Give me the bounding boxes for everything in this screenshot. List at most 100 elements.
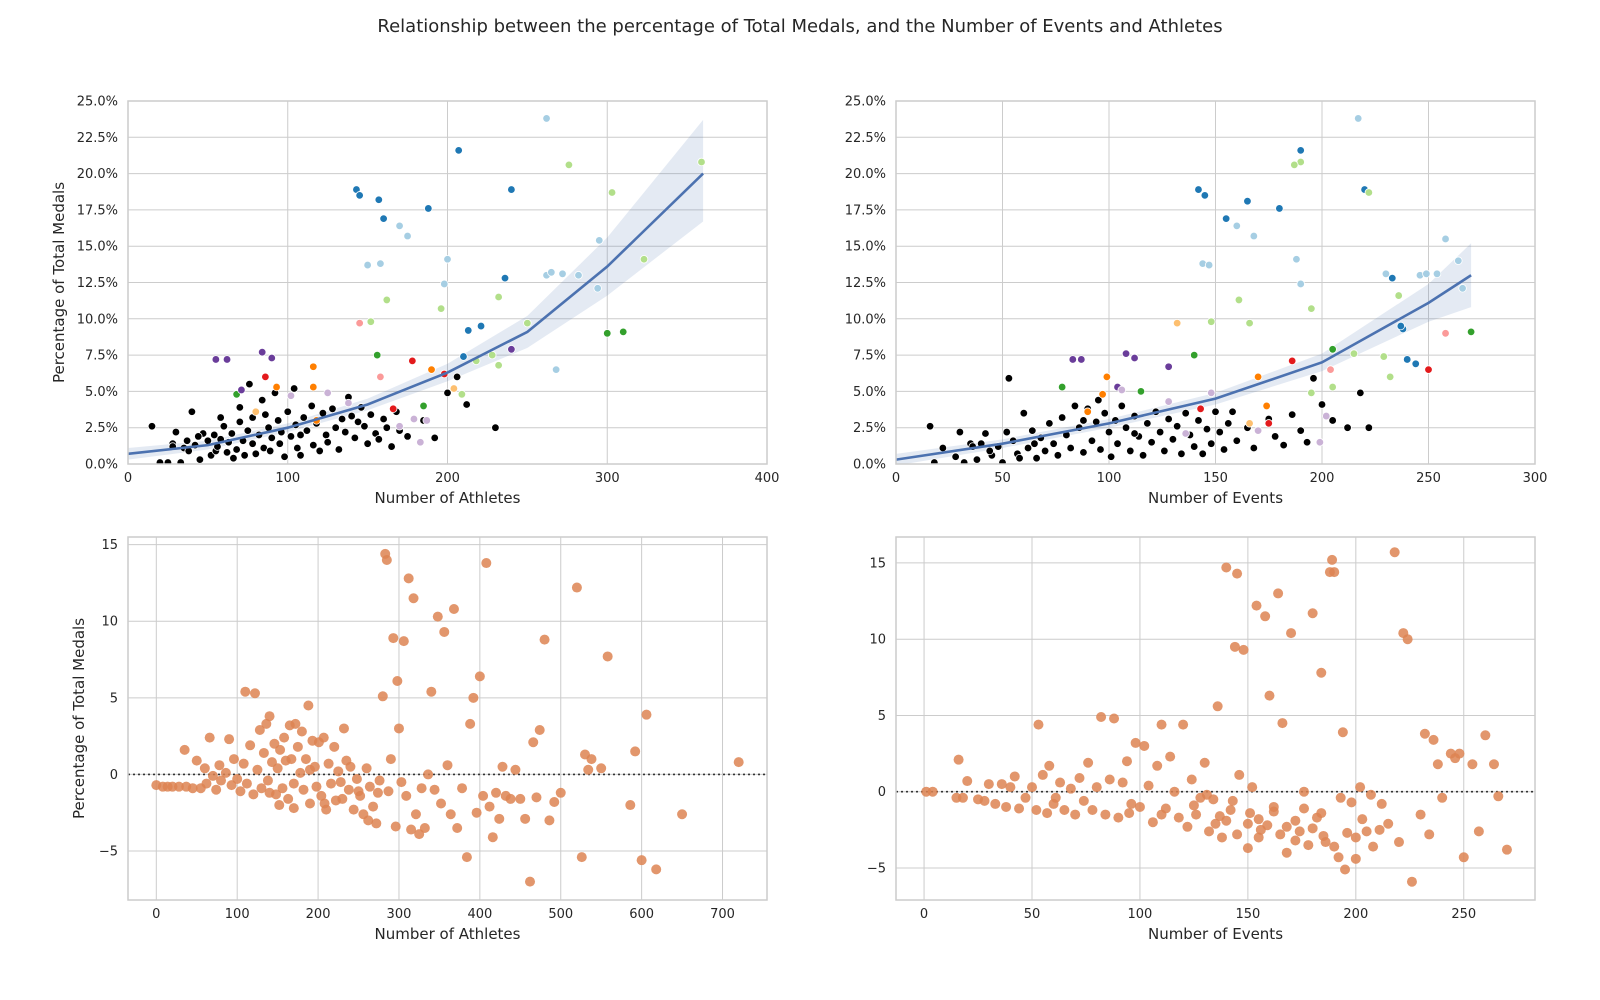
data-point [298, 784, 309, 795]
data-point [1194, 416, 1203, 425]
y-tick-label: 5 [878, 709, 886, 724]
data-point [697, 157, 706, 167]
data-point [432, 611, 443, 622]
data-point [361, 763, 372, 774]
y-tick-label: 0 [110, 768, 118, 783]
data-point [240, 451, 249, 460]
data-point [227, 429, 237, 438]
data-point [500, 273, 510, 283]
data-point [1242, 843, 1253, 854]
data-point [316, 790, 327, 801]
data-point [464, 326, 473, 335]
y-tick-label: 22.5% [845, 131, 886, 146]
data-point [1033, 719, 1044, 730]
data-point [1309, 374, 1318, 383]
data-point [293, 443, 302, 453]
data-point [1328, 416, 1337, 425]
data-point [273, 416, 283, 425]
data-point [194, 432, 203, 441]
data-point [1361, 826, 1372, 837]
data-point [1303, 840, 1314, 851]
data-point [1388, 273, 1397, 283]
y-tick-label: 2.5% [853, 421, 886, 436]
data-point [1296, 426, 1305, 435]
data-point [232, 774, 243, 784]
data-point [296, 451, 305, 460]
data-point [457, 783, 468, 794]
data-point [286, 754, 297, 765]
data-point [1079, 448, 1088, 457]
data-point [1100, 809, 1111, 820]
data-point [395, 221, 404, 231]
y-tick-label: 25.0% [845, 95, 886, 110]
data-point [534, 724, 545, 735]
data-point [429, 784, 440, 795]
data-point [1262, 820, 1273, 831]
y-tick-label: 22.5% [77, 131, 118, 146]
x-tick-label: 100 [225, 907, 250, 922]
data-point [363, 439, 372, 448]
data-point [445, 809, 456, 820]
data-point [1315, 438, 1325, 447]
data-point [1139, 740, 1150, 751]
data-point [224, 734, 235, 745]
data-point [491, 787, 502, 798]
data-point [222, 355, 232, 364]
data-point [583, 764, 594, 775]
data-point [416, 438, 425, 447]
data-point [1005, 782, 1016, 793]
data-point [1049, 439, 1058, 448]
data-point [382, 423, 391, 432]
data-point [286, 391, 296, 400]
data-point [309, 382, 318, 392]
data-point [427, 365, 436, 374]
data-point [1121, 423, 1131, 432]
data-point [1002, 427, 1011, 437]
data-point [1365, 789, 1376, 800]
data-point [564, 160, 574, 170]
data-point [1106, 452, 1116, 461]
data-point [1147, 817, 1158, 828]
data-point [462, 400, 471, 409]
data-point [408, 356, 417, 366]
data-point [1419, 728, 1430, 739]
data-point [1364, 188, 1374, 197]
data-layer [128, 114, 706, 464]
y-tick-label: 10 [869, 633, 886, 648]
data-point [302, 426, 312, 435]
x-tick-label: 150 [1203, 471, 1228, 486]
data-point [630, 746, 641, 757]
data-point [539, 634, 550, 645]
data-point [329, 741, 340, 752]
data-point [331, 423, 340, 432]
data-point [1027, 782, 1038, 793]
data-point [1126, 798, 1137, 809]
data-point [366, 410, 376, 419]
data-point [363, 260, 372, 270]
data-point [251, 449, 260, 459]
data-point [1290, 815, 1301, 826]
data-point [983, 779, 994, 790]
data-point [376, 372, 385, 382]
data-point [1104, 427, 1114, 437]
data-point [1083, 407, 1092, 416]
x-tick-label: 200 [1310, 471, 1335, 486]
data-point [487, 832, 498, 843]
data-point [419, 823, 430, 834]
data-point [1102, 372, 1112, 382]
x-tick-label: 0 [920, 907, 928, 922]
data-point [1207, 317, 1216, 326]
data-point [1264, 419, 1273, 428]
x-tick-label: 300 [595, 471, 620, 486]
data-point [355, 191, 364, 200]
data-layer [896, 114, 1476, 464]
data-point [403, 573, 414, 584]
data-point [240, 686, 251, 697]
data-point [1130, 429, 1139, 438]
data-point [1243, 196, 1252, 206]
data-point [261, 410, 270, 419]
data-point [347, 411, 356, 421]
data-point [211, 784, 222, 795]
x-axis-label: Number of Athletes [375, 925, 521, 943]
data-point [173, 781, 184, 792]
